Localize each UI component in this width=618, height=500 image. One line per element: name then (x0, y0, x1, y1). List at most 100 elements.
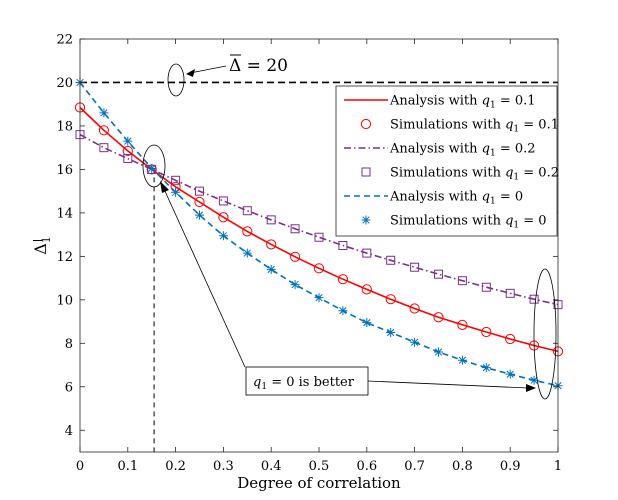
legend-label-sub: 1 (513, 125, 519, 135)
legend-label: Analysis with q1 = 0.1 (389, 94, 536, 111)
data-point (529, 375, 539, 385)
legend-label-var: q (482, 190, 490, 205)
data-point (99, 143, 109, 153)
delta-hat-symbol: Δ (229, 56, 241, 76)
legend-label-prefix: Simulations with (390, 118, 505, 133)
legend-label-var: q (482, 94, 490, 109)
legend-label: Simulations with q1 = 0.1 (390, 118, 559, 135)
data-point (529, 294, 539, 304)
legend-label-sub: 1 (490, 149, 496, 159)
data-point (457, 319, 468, 330)
better-box (245, 366, 369, 396)
legend-entry: Simulations with q1 = 0.2 (361, 166, 559, 183)
legend-entry: Analysis with q1 = 0.1 (344, 94, 536, 111)
x-tick-label: 0.8 (452, 459, 473, 474)
data-point (410, 262, 420, 272)
legend-label: Analysis with q1 = 0.2 (389, 142, 536, 159)
data-point (123, 154, 133, 164)
data-point (362, 318, 372, 328)
legend-label: Simulations with q1 = 0 (390, 214, 547, 231)
delta-hat-value: = 20 (241, 56, 288, 76)
data-point (505, 369, 515, 379)
legend-label-sub: 1 (513, 173, 519, 183)
data-point (147, 163, 157, 173)
data-point (218, 196, 228, 206)
legend-label-var: q (505, 118, 513, 133)
data-point (481, 282, 491, 292)
x-tick-label: 0.9 (500, 459, 521, 474)
legend-label-prefix: Simulations with (390, 166, 505, 181)
better-text: q1 = 0 is better (253, 375, 355, 392)
data-point (218, 231, 228, 241)
y-tick-label: 18 (56, 119, 73, 134)
x-axis: 0 0.1 0.2 0.3 0.4 0.5 0.6 0.7 0.8 0.9 1 Degree of c… (76, 39, 562, 492)
legend-entry: Analysis with q1 = 0 (344, 190, 523, 207)
series-3 (79, 133, 559, 306)
arrow-better-to-end-head (526, 384, 536, 392)
ellipse-delta-annotation (167, 63, 185, 97)
series-4 (75, 130, 563, 310)
arrow-better-to-crossing-head (160, 181, 169, 193)
x-tick-label: 0.3 (213, 459, 234, 474)
y-axis-label-subscript: 1 (40, 236, 53, 243)
data-point (218, 212, 229, 223)
data-point (290, 280, 300, 290)
data-point (195, 210, 204, 220)
y-tick-label: 14 (56, 206, 73, 221)
better-sub: 1 (261, 382, 267, 392)
data-point (481, 326, 492, 338)
y-tick-label: 4 (65, 424, 73, 439)
data-point (171, 187, 181, 197)
data-point (290, 251, 301, 262)
arrow-better-to-end (367, 380, 529, 389)
data-point (505, 333, 516, 345)
x-tick-label: 1 (554, 459, 562, 474)
data-point (361, 284, 372, 295)
better-var: q (253, 375, 261, 390)
data-point (123, 136, 133, 146)
data-point (313, 263, 325, 274)
data-point (434, 347, 443, 357)
data-point (338, 306, 348, 316)
legend-label-suffix: = 0.1 (519, 118, 559, 133)
y-tick-label: 6 (65, 380, 73, 395)
data-point (242, 248, 252, 258)
data-point (362, 248, 372, 258)
legend-label: Analysis with q1 = 0 (389, 190, 523, 207)
y-tick-label: 16 (56, 163, 73, 178)
delta-hat-annotation: Δ = 20 (229, 56, 288, 76)
x-tick-label: 0.4 (261, 459, 282, 474)
y-tick-label: 20 (56, 76, 73, 91)
x-tick-label: 0.1 (117, 459, 138, 474)
data-point (99, 108, 109, 118)
ellipse-end-values (533, 268, 557, 400)
legend-label-sub: 1 (490, 101, 496, 111)
data-point (242, 226, 253, 237)
y-axis-label-symbol: Δ (31, 243, 50, 255)
data-point (266, 215, 276, 225)
y-tick-label: 8 (65, 337, 73, 352)
data-point (266, 239, 277, 250)
x-tick-label: 0.5 (309, 459, 330, 474)
data-point (266, 264, 276, 274)
legend-symbol (360, 118, 372, 130)
legend-label-suffix: = 0.2 (519, 166, 559, 181)
legend-entry: Analysis with q1 = 0.2 (344, 142, 536, 159)
data-point (314, 232, 324, 242)
legend-label-var: q (505, 214, 513, 229)
legend-label-prefix: Analysis with (389, 190, 482, 205)
legend-label-prefix: Analysis with (389, 94, 482, 109)
better-rest: = 0 is better (267, 375, 355, 390)
data-point (410, 337, 420, 347)
data-point (195, 186, 204, 196)
legend-label-sub: 1 (513, 221, 519, 231)
legend-label-suffix: = 0 (496, 190, 523, 205)
series-line (79, 133, 559, 306)
y-tick-label: 22 (56, 33, 73, 48)
y-tick-label: 12 (56, 250, 73, 265)
arrow-better-to-crossing (163, 188, 246, 368)
